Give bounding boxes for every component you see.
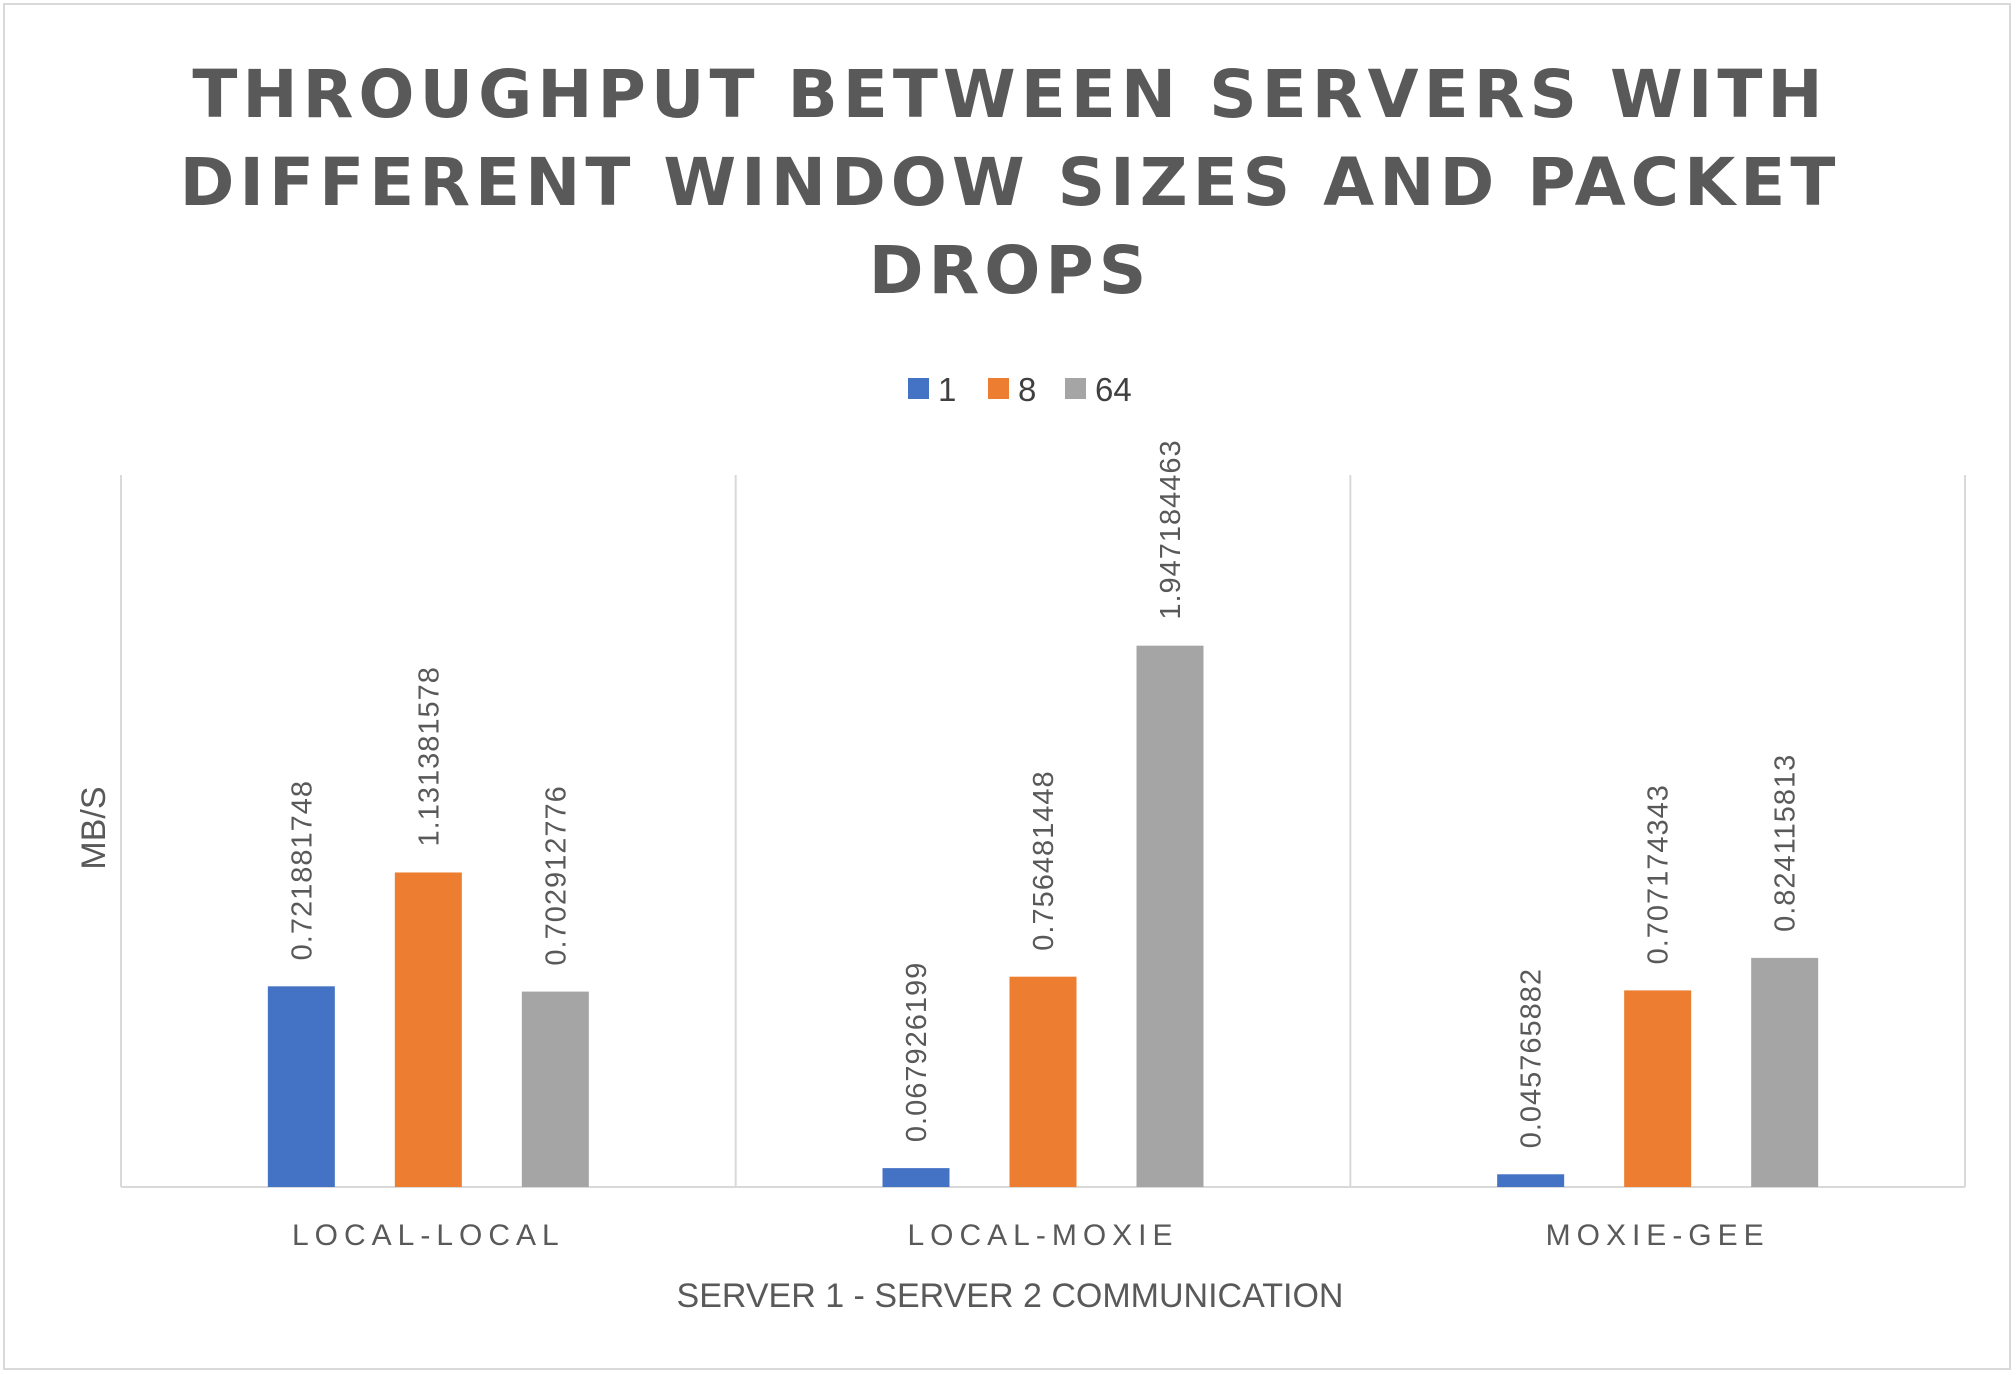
- chart-frame: THROUGHPUT BETWEEN SERVERS WITH DIFFEREN…: [3, 3, 2011, 1370]
- legend-swatch-64: [1065, 378, 1086, 399]
- plot-area: 0.721881748 1.131381578 0.702912776 LOCAL-L…: [120, 439, 1966, 1252]
- legend-label: 64: [1095, 371, 1132, 408]
- legend-label: 8: [1018, 371, 1036, 408]
- bar-1-3: [1497, 1174, 1565, 1187]
- bar-1-2: [882, 1168, 950, 1187]
- bar-8-3: [1624, 990, 1692, 1187]
- bar-64-3: [1751, 957, 1819, 1187]
- bar-64-2: [1136, 645, 1204, 1187]
- data-label: 0.067926199: [901, 962, 933, 1142]
- data-label: 0.756481448: [1028, 770, 1060, 950]
- data-label: 1.947184463: [1155, 439, 1187, 619]
- legend-swatch-8: [988, 378, 1009, 399]
- legend-swatch-1: [908, 378, 929, 399]
- chart-svg: THROUGHPUT BETWEEN SERVERS WITH DIFFEREN…: [75, 56, 1966, 1315]
- bar-64-1: [521, 991, 589, 1187]
- x-tick-label: LOCAL-MOXIE: [907, 1219, 1178, 1252]
- data-label: 1.131381578: [413, 666, 445, 846]
- chart-title-line-2: DIFFERENT WINDOW SIZES AND PACKET: [180, 144, 1841, 221]
- x-axis-title: SERVER 1 - SERVER 2 COMMUNICATION: [677, 1277, 1344, 1315]
- legend: 1 8 64: [908, 371, 1132, 408]
- chart-title: THROUGHPUT BETWEEN SERVERS WITH DIFFEREN…: [180, 56, 1841, 309]
- bar-8-1: [394, 872, 462, 1187]
- data-label: 0.824115813: [1770, 754, 1802, 932]
- x-tick-label: MOXIE-GEE: [1546, 1219, 1770, 1252]
- legend-label: 1: [938, 371, 956, 408]
- bar-8-2: [1009, 976, 1077, 1187]
- data-label: 0.045765882: [1516, 968, 1548, 1148]
- bar-1-1: [267, 986, 335, 1187]
- y-axis-title: MB/S: [75, 786, 113, 869]
- x-tick-label: LOCAL-LOCAL: [292, 1219, 565, 1252]
- data-label: 0.707174343: [1643, 784, 1675, 964]
- data-label: 0.721881748: [286, 780, 318, 960]
- chart-title-line-3: DROPS: [869, 232, 1152, 309]
- data-label: 0.702912776: [540, 785, 572, 965]
- chart-title-line-1: THROUGHPUT BETWEEN SERVERS WITH: [192, 56, 1827, 133]
